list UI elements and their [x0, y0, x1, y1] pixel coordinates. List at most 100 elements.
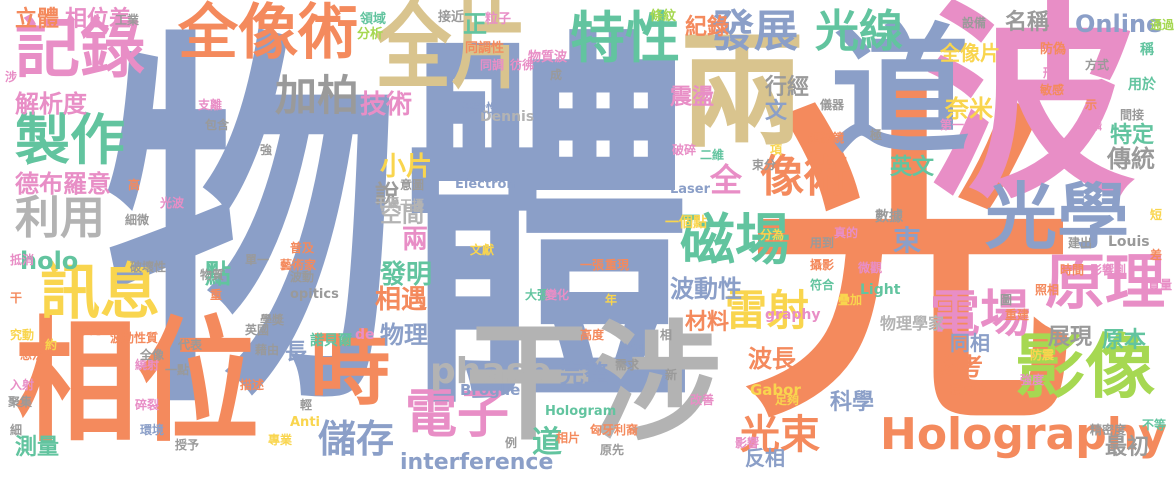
word-99: 形狀 — [1043, 65, 1068, 80]
word-167: 英國 — [245, 322, 270, 337]
word-134: 足夠 — [775, 392, 800, 407]
word-68: 行經 — [765, 75, 810, 101]
word-172: 環境 — [140, 422, 165, 437]
word-119: 防震 — [1030, 347, 1055, 362]
word-36: 發明 — [380, 259, 433, 290]
word-85: Light — [860, 282, 901, 299]
word-97: 設備 — [962, 15, 987, 30]
word-103: 稱 — [1140, 42, 1154, 59]
word-132: 第一 — [940, 117, 965, 132]
word-34: 技術 — [360, 89, 413, 120]
word-140: 影響 — [735, 435, 760, 450]
word-137: 新 — [665, 367, 678, 382]
word-0: 物體 — [105, 1, 693, 456]
word-87: graphy — [765, 307, 821, 324]
word-150: 重現 — [605, 257, 630, 272]
word-73: 諾貝爾 — [310, 333, 352, 350]
word-44: 完整 — [560, 360, 608, 389]
word-195: 細 — [10, 422, 23, 437]
word-61: 束 — [893, 223, 922, 257]
word-139: 原先 — [600, 442, 625, 457]
word-117: 穩定性 — [950, 382, 987, 397]
word-48: 英文 — [890, 155, 935, 181]
word-142: 需求 — [615, 357, 640, 372]
word-169: 描述 — [240, 377, 265, 392]
word-191: 工業 — [115, 12, 140, 27]
word-130: 項 — [770, 142, 783, 157]
word-80: Laser — [670, 182, 711, 198]
word-179: 約 — [45, 337, 58, 352]
word-37: 相遇 — [375, 284, 428, 315]
word-21: Holography — [880, 408, 1167, 460]
word-71: 測量 — [15, 435, 60, 461]
word-53: 最初 — [1105, 435, 1150, 461]
word-126: 分為 — [760, 227, 785, 242]
word-25: 加柏 — [275, 70, 360, 120]
word-24: 利用 — [15, 190, 106, 244]
word-187: 高 — [128, 177, 141, 192]
word-89: de — [355, 327, 375, 344]
word-190: 支離 — [198, 97, 223, 112]
word-123: 攝影 — [810, 257, 835, 272]
word-163: 普及 — [290, 240, 315, 255]
word-92: 接近 — [438, 10, 465, 26]
word-31: 德布羅意 — [15, 170, 111, 199]
word-50: 特定 — [1110, 123, 1155, 149]
word-111: 影響到 — [1090, 262, 1127, 277]
word-101: 通過 — [1150, 17, 1175, 32]
word-105: 間接 — [1120, 107, 1145, 122]
word-81: Hologram — [545, 404, 617, 420]
word-76: 數據 — [875, 209, 903, 226]
word-184: 細微 — [125, 212, 150, 227]
word-170: 輕 — [300, 397, 313, 412]
word-158: 專業 — [268, 432, 293, 447]
word-90: 條紋 — [650, 9, 677, 25]
word-181: 干 — [10, 290, 23, 305]
word-120: 重建 — [1005, 307, 1030, 322]
word-109: 差 — [1150, 247, 1163, 262]
word-94: 同調性 — [465, 41, 505, 57]
word-13: 記錄 — [15, 12, 146, 88]
word-112: 照相 — [1035, 282, 1060, 297]
word-2: 波 — [925, 0, 1136, 227]
word-171: 碎裂 — [135, 397, 160, 412]
word-177: 字尾 — [78, 322, 103, 337]
word-121: 疊加 — [838, 292, 863, 307]
word-133: 顯微鏡 — [808, 130, 845, 145]
word-152: 意圖 — [400, 177, 425, 192]
word-19: 磁場 — [680, 208, 791, 273]
word-43: 波動性 — [670, 275, 742, 304]
word-55: 奈米 — [945, 95, 993, 124]
word-153: 干擾 — [400, 197, 425, 212]
word-4: 兩 — [680, 20, 805, 165]
word-63: 兩 — [402, 224, 429, 255]
word-67: 震盪 — [670, 85, 715, 111]
word-173: 一點 — [165, 362, 190, 377]
word-82: Broglie — [460, 381, 521, 400]
word-52: 原本 — [1102, 328, 1147, 354]
word-51: 展現 — [1048, 325, 1093, 351]
word-141: 字根 — [620, 342, 645, 357]
word-196: 全像 — [140, 347, 165, 362]
word-83: Gabor — [750, 381, 801, 400]
word-62: 道 — [532, 425, 562, 461]
word-60: 全 — [710, 161, 743, 200]
word-75: 一個點 — [665, 215, 707, 232]
word-186: 干優 — [375, 195, 400, 210]
word-164: 單一 — [245, 252, 270, 267]
word-144: 相 — [660, 327, 673, 342]
word-175: 代表 — [178, 337, 203, 352]
word-49: 傳統 — [1107, 145, 1155, 174]
word-12: 原理 — [1045, 247, 1165, 318]
word-127: 束分 — [752, 157, 777, 172]
word-15: 訊息 — [40, 257, 160, 328]
word-183: 破壞性 — [130, 259, 167, 274]
word-102: 方式 — [1085, 57, 1110, 72]
word-189: 包含 — [205, 117, 230, 132]
word-115: 精密度 — [1090, 422, 1127, 437]
word-116: 不等 — [1142, 417, 1167, 432]
word-88: Anti — [290, 415, 320, 431]
word-162: 藝術家 — [280, 257, 317, 272]
word-178: 想法 — [20, 347, 45, 362]
